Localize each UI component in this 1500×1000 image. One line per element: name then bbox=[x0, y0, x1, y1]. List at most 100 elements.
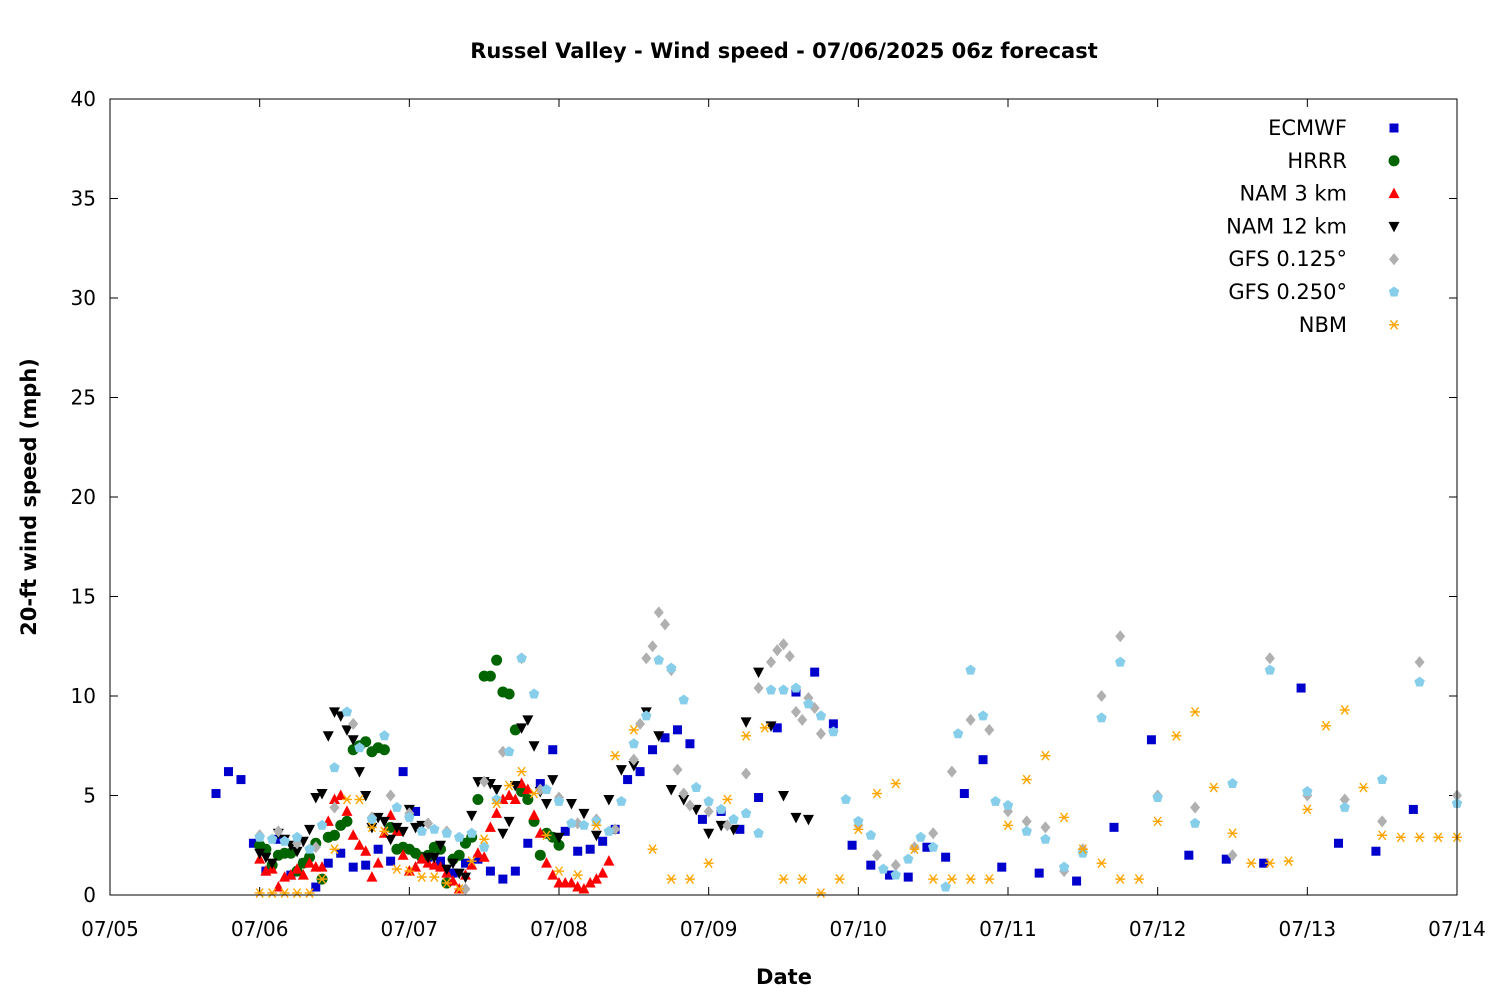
data-point bbox=[765, 684, 777, 695]
data-point bbox=[772, 644, 783, 657]
data-point bbox=[535, 783, 546, 796]
data-point bbox=[885, 870, 895, 880]
legend-marker bbox=[1388, 221, 1400, 233]
data-point bbox=[316, 861, 328, 872]
data-point bbox=[316, 819, 328, 830]
data-point bbox=[503, 816, 515, 828]
data-point bbox=[598, 836, 608, 846]
data-point bbox=[984, 723, 995, 736]
y-tick-label: 40 bbox=[71, 87, 96, 111]
data-point bbox=[1334, 838, 1344, 848]
data-point bbox=[1339, 705, 1350, 715]
data-point bbox=[441, 878, 452, 888]
data-point bbox=[329, 801, 340, 814]
data-point bbox=[1040, 750, 1051, 761]
data-point bbox=[1096, 712, 1107, 723]
data-point bbox=[1002, 799, 1014, 810]
data-point bbox=[653, 654, 665, 665]
data-point bbox=[740, 807, 752, 818]
data-point bbox=[411, 806, 421, 816]
legend-label: NAM 3 km bbox=[1239, 182, 1347, 206]
data-point bbox=[378, 744, 390, 756]
data-point bbox=[565, 877, 577, 888]
data-point bbox=[1283, 856, 1294, 867]
y-tick-label: 25 bbox=[71, 386, 96, 410]
data-point bbox=[297, 869, 309, 880]
data-point bbox=[946, 874, 957, 885]
data-point bbox=[423, 817, 434, 830]
data-point bbox=[291, 863, 303, 874]
data-point bbox=[416, 825, 428, 836]
data-point bbox=[703, 805, 714, 818]
y-tick-label: 30 bbox=[71, 286, 96, 310]
legend-marker bbox=[1389, 253, 1399, 266]
data-point bbox=[684, 799, 695, 812]
data-point bbox=[317, 874, 328, 885]
x-tick-label: 07/10 bbox=[830, 917, 888, 941]
data-point bbox=[1058, 861, 1070, 872]
data-point bbox=[459, 872, 471, 884]
data-point bbox=[323, 858, 333, 868]
data-point bbox=[447, 858, 459, 870]
data-point bbox=[528, 809, 540, 820]
data-point bbox=[1221, 854, 1231, 864]
legend-marker bbox=[1388, 286, 1400, 297]
data-point bbox=[590, 873, 602, 884]
data-point bbox=[372, 812, 384, 824]
y-tick-label: 5 bbox=[83, 784, 96, 808]
data-point bbox=[591, 815, 602, 826]
x-tick-label: 07/06 bbox=[231, 917, 289, 941]
data-point bbox=[553, 839, 565, 851]
data-point bbox=[572, 881, 584, 892]
data-point bbox=[354, 794, 365, 805]
data-point bbox=[1414, 832, 1425, 843]
data-point bbox=[385, 834, 397, 846]
x-tick-label: 07/13 bbox=[1279, 917, 1337, 941]
data-point bbox=[1339, 801, 1350, 812]
data-point bbox=[797, 713, 808, 726]
data-point bbox=[959, 789, 969, 799]
data-point bbox=[1259, 858, 1269, 868]
data-point bbox=[341, 815, 353, 827]
data-point bbox=[815, 727, 826, 740]
data-point bbox=[1034, 868, 1044, 878]
data-point bbox=[353, 767, 365, 778]
data-point bbox=[478, 851, 490, 862]
data-point bbox=[690, 804, 702, 816]
data-point bbox=[1189, 817, 1201, 828]
data-point bbox=[491, 798, 502, 809]
data-point bbox=[803, 698, 814, 709]
data-point bbox=[498, 874, 508, 884]
x-tick-label: 07/12 bbox=[1129, 917, 1187, 941]
data-point bbox=[429, 872, 440, 883]
data-point bbox=[690, 782, 702, 792]
data-point bbox=[927, 841, 939, 852]
data-point bbox=[360, 845, 372, 856]
data-point bbox=[585, 844, 595, 854]
data-point bbox=[802, 814, 814, 826]
data-point bbox=[678, 787, 689, 800]
data-point bbox=[647, 844, 658, 855]
data-point bbox=[472, 793, 484, 805]
data-point bbox=[516, 777, 528, 789]
data-point bbox=[997, 862, 1007, 872]
data-point bbox=[928, 874, 939, 885]
data-point bbox=[941, 852, 951, 862]
data-point bbox=[466, 856, 477, 867]
data-point bbox=[740, 717, 752, 728]
data-point bbox=[428, 852, 440, 864]
data-point bbox=[366, 871, 378, 882]
data-point bbox=[348, 862, 358, 872]
data-point bbox=[491, 785, 503, 796]
data-point bbox=[386, 856, 396, 866]
data-point bbox=[1371, 846, 1381, 856]
data-point bbox=[504, 780, 515, 791]
data-point bbox=[1133, 874, 1144, 885]
data-point bbox=[572, 870, 583, 881]
data-point bbox=[1264, 652, 1275, 665]
data-point bbox=[685, 739, 695, 749]
chart-title: Russel Valley - Wind speed - 07/06/2025 … bbox=[470, 39, 1097, 63]
data-point bbox=[660, 618, 671, 631]
data-point bbox=[878, 863, 889, 874]
data-point bbox=[866, 860, 876, 870]
